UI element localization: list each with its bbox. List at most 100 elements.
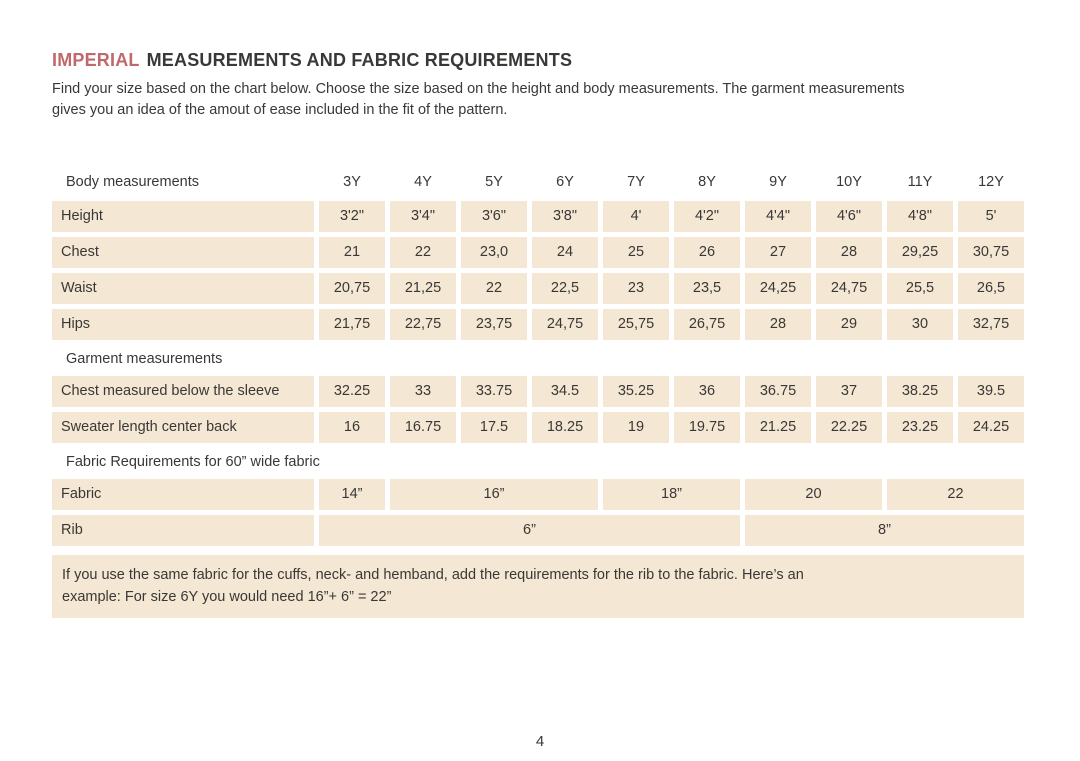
measurement-value: 24 bbox=[532, 237, 598, 268]
measurement-value: 26,75 bbox=[674, 309, 740, 340]
measurement-value: 17.5 bbox=[461, 412, 527, 443]
measurement-row-hips: Hips 21,75 22,75 23,75 24,75 25,75 26,75… bbox=[52, 309, 1024, 340]
row-label: Waist bbox=[52, 273, 314, 304]
title-accent: IMPERIAL bbox=[52, 50, 140, 70]
measurement-row-waist: Waist 20,75 21,25 22 22,5 23 23,5 24,25 … bbox=[52, 273, 1024, 304]
measurement-value: 5' bbox=[958, 201, 1024, 232]
measurement-value: 38.25 bbox=[887, 376, 953, 407]
measurement-value: 28 bbox=[745, 309, 811, 340]
size-column-header: 6Y bbox=[556, 174, 574, 190]
measurement-value: 22 bbox=[390, 237, 456, 268]
page-number: 4 bbox=[535, 733, 545, 750]
measurement-value: 36.75 bbox=[745, 376, 811, 407]
note-line-1: If you use the same fabric for the cuffs… bbox=[62, 567, 804, 583]
note-line-2: example: For size 6Y you would need 16”+… bbox=[62, 589, 392, 605]
measurement-value: 16.75 bbox=[390, 412, 456, 443]
measurement-value: 21,25 bbox=[390, 273, 456, 304]
measurement-value: 21,75 bbox=[319, 309, 385, 340]
measurement-value: 4' bbox=[603, 201, 669, 232]
measurement-value: 4'8" bbox=[887, 201, 953, 232]
fabric-value-cell: 18” bbox=[603, 479, 740, 510]
measurement-value: 27 bbox=[745, 237, 811, 268]
measurement-value: 22.25 bbox=[816, 412, 882, 443]
size-table: Body measurements 3Y 4Y 5Y 6Y 7Y 8Y 9Y 1… bbox=[47, 167, 1029, 551]
size-column-header: 4Y bbox=[414, 174, 432, 190]
measurement-value: 22,75 bbox=[390, 309, 456, 340]
measurement-value: 29 bbox=[816, 309, 882, 340]
measurement-value: 29,25 bbox=[887, 237, 953, 268]
measurement-value: 24,75 bbox=[816, 273, 882, 304]
measurement-value: 30,75 bbox=[958, 237, 1024, 268]
measurement-value: 25,75 bbox=[603, 309, 669, 340]
rib-row: Rib 6” 8” bbox=[52, 515, 1024, 546]
row-label: Height bbox=[52, 201, 314, 232]
measurement-value: 33.75 bbox=[461, 376, 527, 407]
row-label: Chest bbox=[52, 237, 314, 268]
size-column-header: 9Y bbox=[769, 174, 787, 190]
measurement-value: 33 bbox=[390, 376, 456, 407]
body-measurements-header: Body measurements bbox=[66, 174, 199, 190]
note-box: If you use the same fabric for the cuffs… bbox=[52, 555, 1024, 618]
measurement-value: 23 bbox=[603, 273, 669, 304]
intro-line-2: gives you an idea of the amout of ease i… bbox=[52, 102, 508, 118]
measurement-row-chest: Chest 21 22 23,0 24 25 26 27 28 29,25 30… bbox=[52, 237, 1024, 268]
measurement-value: 20,75 bbox=[319, 273, 385, 304]
measurement-value: 23.25 bbox=[887, 412, 953, 443]
row-label: Rib bbox=[52, 515, 314, 546]
measurement-value: 23,75 bbox=[461, 309, 527, 340]
fabric-value-cell: 16” bbox=[390, 479, 598, 510]
size-column-header: 7Y bbox=[627, 174, 645, 190]
measurement-value: 19.75 bbox=[674, 412, 740, 443]
measurement-value: 24,25 bbox=[745, 273, 811, 304]
measurement-row-chest-below-sleeve: Chest measured below the sleeve 32.25 33… bbox=[52, 376, 1024, 407]
measurement-value: 36 bbox=[674, 376, 740, 407]
measurement-value: 3'8" bbox=[532, 201, 598, 232]
intro-line-1: Find your size based on the chart below.… bbox=[52, 81, 905, 97]
measurement-value: 25,5 bbox=[887, 273, 953, 304]
size-column-header: 5Y bbox=[485, 174, 503, 190]
section-garment-measurements: Garment measurements bbox=[66, 351, 223, 367]
measurement-value: 16 bbox=[319, 412, 385, 443]
measurement-value: 25 bbox=[603, 237, 669, 268]
measurement-row-height: Height 3'2" 3'4" 3'6" 3'8" 4' 4'2" 4'4" … bbox=[52, 201, 1024, 232]
page-title: IMPERIAL MEASUREMENTS AND FABRIC REQUIREM… bbox=[52, 50, 1080, 71]
measurement-value: 3'4" bbox=[390, 201, 456, 232]
size-column-header: 10Y bbox=[836, 174, 862, 190]
title-rest: MEASUREMENTS AND FABRIC REQUIREMENTS bbox=[146, 50, 573, 70]
section-fabric-requirements: Fabric Requirements for 60” wide fabric bbox=[66, 454, 320, 470]
table-header-row: Body measurements 3Y 4Y 5Y 6Y 7Y 8Y 9Y 1… bbox=[52, 172, 1024, 196]
size-column-header: 11Y bbox=[907, 174, 933, 190]
row-label: Chest measured below the sleeve bbox=[52, 376, 314, 407]
fabric-value-cell: 20 bbox=[745, 479, 882, 510]
fabric-value-cell: 22 bbox=[887, 479, 1024, 510]
measurement-value: 4'4" bbox=[745, 201, 811, 232]
measurement-value: 3'2" bbox=[319, 201, 385, 232]
measurement-value: 4'2" bbox=[674, 201, 740, 232]
size-column-header: 8Y bbox=[698, 174, 716, 190]
measurement-value: 18.25 bbox=[532, 412, 598, 443]
rib-value-cell: 6” bbox=[319, 515, 740, 546]
size-column-header: 3Y bbox=[343, 174, 361, 190]
rib-value-cell: 8” bbox=[745, 515, 1024, 546]
measurement-value: 37 bbox=[816, 376, 882, 407]
measurement-value: 26 bbox=[674, 237, 740, 268]
measurement-value: 39.5 bbox=[958, 376, 1024, 407]
measurement-value: 19 bbox=[603, 412, 669, 443]
section-row: Garment measurements bbox=[52, 345, 1024, 371]
measurement-value: 22 bbox=[461, 273, 527, 304]
page-content: IMPERIAL MEASUREMENTS AND FABRIC REQUIREM… bbox=[47, 50, 1080, 618]
measurement-row-sweater-length: Sweater length center back 16 16.75 17.5… bbox=[52, 412, 1024, 443]
measurement-value: 32.25 bbox=[319, 376, 385, 407]
measurement-value: 28 bbox=[816, 237, 882, 268]
measurement-value: 4'6" bbox=[816, 201, 882, 232]
row-label: Sweater length center back bbox=[52, 412, 314, 443]
measurement-value: 24.25 bbox=[958, 412, 1024, 443]
fabric-value-cell: 14” bbox=[319, 479, 385, 510]
measurement-value: 23,5 bbox=[674, 273, 740, 304]
measurement-value: 21 bbox=[319, 237, 385, 268]
measurement-value: 22,5 bbox=[532, 273, 598, 304]
measurement-value: 30 bbox=[887, 309, 953, 340]
intro-text: Find your size based on the chart below.… bbox=[52, 79, 1080, 121]
fabric-row: Fabric 14” 16” 18” 20 22 bbox=[52, 479, 1024, 510]
